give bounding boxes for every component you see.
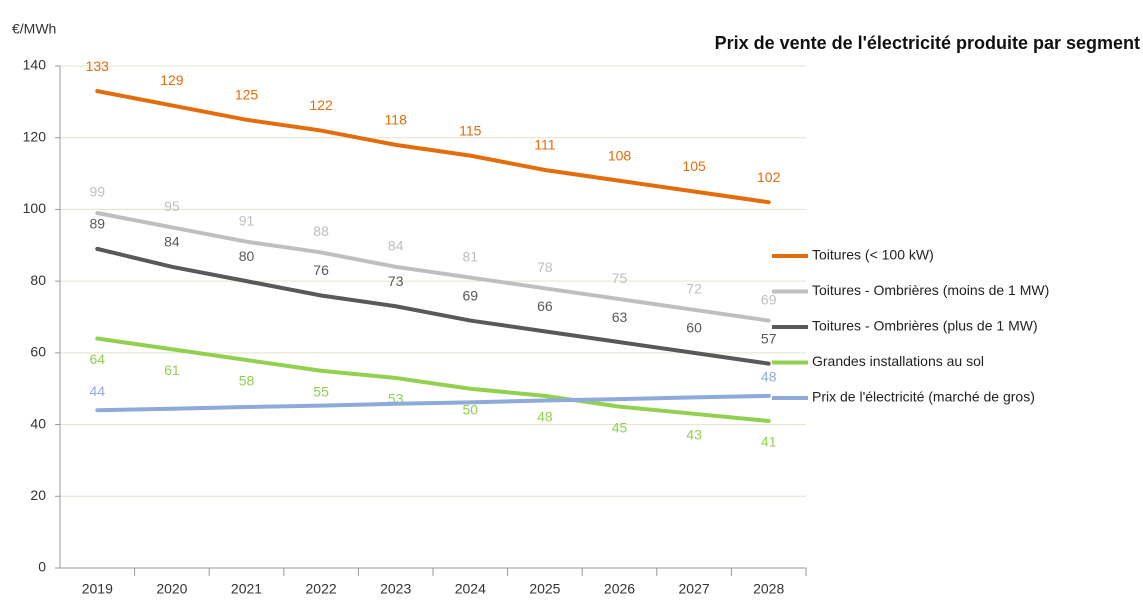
data-label: 58 bbox=[239, 373, 255, 389]
data-label: 73 bbox=[388, 273, 404, 289]
data-label: 72 bbox=[686, 281, 702, 297]
y-tick-label: 120 bbox=[23, 128, 47, 144]
data-label: 43 bbox=[686, 427, 702, 443]
data-label: 61 bbox=[164, 362, 180, 378]
series-line bbox=[95, 393, 771, 413]
x-tick-label: 2021 bbox=[231, 581, 262, 597]
legend-label: Toitures - Ombrières (plus de 1 MW) bbox=[812, 318, 1038, 334]
data-label: 48 bbox=[537, 409, 553, 425]
data-label: 102 bbox=[757, 169, 781, 185]
x-tick-label: 2020 bbox=[156, 581, 187, 597]
data-label: 133 bbox=[86, 58, 110, 74]
legend-label: Toitures (< 100 kW) bbox=[812, 247, 934, 263]
data-label: 125 bbox=[235, 86, 259, 102]
data-label: 76 bbox=[313, 262, 329, 278]
data-label: 44 bbox=[90, 383, 106, 399]
chart-title: Prix de vente de l'électricité produite … bbox=[715, 33, 1140, 53]
data-label: 95 bbox=[164, 198, 180, 214]
data-label: 60 bbox=[686, 320, 702, 336]
x-tick-label: 2028 bbox=[753, 581, 784, 597]
x-tick-label: 2024 bbox=[455, 581, 486, 597]
x-tick-label: 2027 bbox=[679, 581, 710, 597]
y-tick-label: 140 bbox=[23, 57, 47, 73]
x-tick-label: 2025 bbox=[529, 581, 560, 597]
x-tick-label: 2019 bbox=[82, 581, 113, 597]
legend-label: Grandes installations au sol bbox=[812, 353, 984, 369]
data-label: 99 bbox=[90, 184, 106, 200]
x-tick-label: 2026 bbox=[604, 581, 635, 597]
data-label: 45 bbox=[612, 419, 628, 435]
data-label: 105 bbox=[682, 158, 706, 174]
data-label: 84 bbox=[164, 234, 180, 250]
data-label: 108 bbox=[608, 147, 632, 163]
data-label: 122 bbox=[309, 97, 333, 113]
legend-label: Prix de l'électricité (marché de gros) bbox=[812, 389, 1035, 405]
data-label: 80 bbox=[239, 248, 255, 264]
data-label: 78 bbox=[537, 259, 553, 275]
series-line bbox=[95, 211, 771, 323]
data-label: 64 bbox=[90, 351, 106, 367]
data-label: 63 bbox=[612, 309, 628, 325]
data-label: 69 bbox=[463, 287, 479, 303]
data-label: 55 bbox=[313, 383, 329, 399]
data-label: 41 bbox=[761, 434, 777, 450]
data-label: 75 bbox=[612, 270, 628, 286]
y-tick-label: 100 bbox=[23, 200, 47, 216]
data-label: 118 bbox=[385, 112, 408, 128]
data-label: 50 bbox=[463, 401, 479, 417]
y-axis-label: €/MWh bbox=[12, 21, 56, 37]
y-tick-label: 60 bbox=[30, 344, 46, 360]
data-label: 88 bbox=[313, 223, 329, 239]
data-label: 48 bbox=[761, 369, 777, 385]
legend-label: Toitures - Ombrières (moins de 1 MW) bbox=[812, 282, 1049, 298]
y-tick-label: 20 bbox=[30, 487, 46, 503]
data-label: 111 bbox=[534, 137, 555, 153]
data-label: 69 bbox=[761, 291, 777, 307]
data-label: 91 bbox=[239, 212, 255, 228]
data-label: 57 bbox=[761, 330, 777, 346]
data-label: 129 bbox=[160, 72, 184, 88]
y-tick-label: 0 bbox=[38, 559, 46, 575]
series-line bbox=[95, 89, 771, 205]
data-label: 89 bbox=[90, 216, 106, 232]
data-label: 84 bbox=[388, 238, 404, 254]
y-tick-label: 80 bbox=[30, 272, 46, 288]
data-label: 66 bbox=[537, 298, 553, 314]
y-tick-label: 40 bbox=[30, 415, 46, 431]
series-line bbox=[95, 246, 771, 366]
data-label: 81 bbox=[463, 248, 479, 264]
series-line bbox=[95, 336, 771, 423]
x-tick-label: 2022 bbox=[306, 581, 337, 597]
x-tick-label: 2023 bbox=[380, 581, 411, 597]
data-label: 115 bbox=[459, 122, 482, 138]
